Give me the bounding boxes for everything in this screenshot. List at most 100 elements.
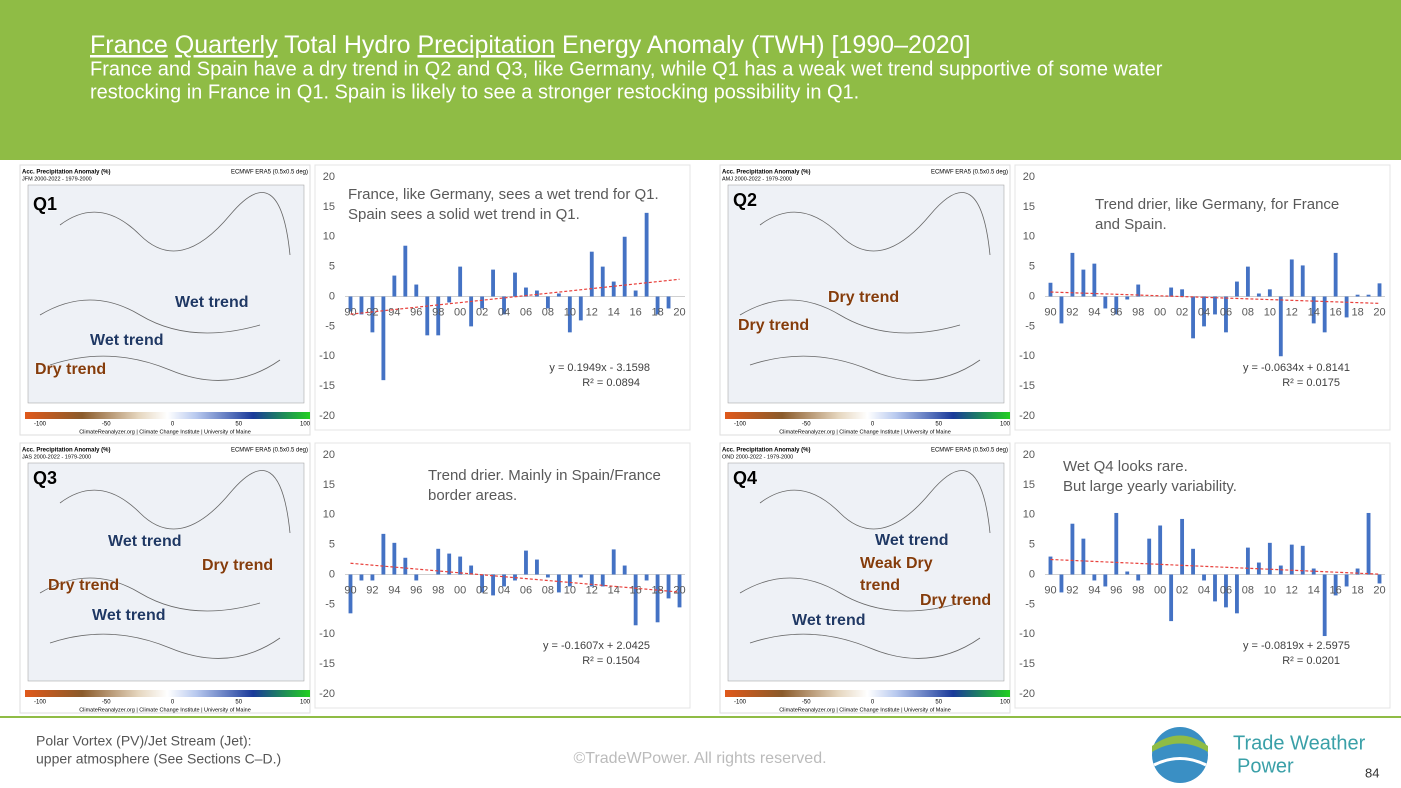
chart-annotation: Trend drier, like Germany, for France [1095,196,1339,213]
x-tick-label: 08 [1242,306,1254,318]
x-tick-label: 18 [1351,584,1363,596]
colorbar-tick-label: -50 [802,700,811,706]
bar [1213,574,1217,602]
map-area [727,462,1005,682]
x-tick-label: 06 [1220,584,1232,596]
r-squared: R² = 0.0175 [1282,377,1340,389]
x-tick-label: 14 [608,306,620,318]
bar [502,574,506,587]
bar [622,565,627,575]
colorbar-tick-label: 100 [1000,700,1011,706]
map-region-label: Wet trend [875,532,948,549]
bar [611,549,616,575]
bar [1169,287,1174,297]
bar [556,574,561,593]
title-part: Total Hydro [284,31,410,59]
x-tick-label: 02 [1176,306,1188,318]
title-part: Precipitation [417,31,555,59]
chart-annotation: Wet Q4 looks rare. [1063,458,1188,475]
x-tick-label: 12 [586,306,598,318]
bar [535,290,539,297]
bar [513,272,517,297]
bar [502,296,506,315]
bar [403,557,408,575]
bar [1355,294,1360,297]
bar [622,236,627,297]
x-tick-label: 92 [1066,306,1078,318]
bar [578,574,583,578]
y-tick-label: 15 [1023,479,1035,491]
r-squared: R² = 0.1504 [582,655,640,667]
bar [370,574,375,581]
map-coast [39,470,291,659]
bar [469,565,474,575]
bar [480,296,485,309]
bar [458,266,463,297]
bar [1191,296,1195,339]
colorbar-tick-label: 0 [171,700,175,706]
bar [1322,574,1327,637]
x-tick-label: 00 [454,584,466,596]
logo [1152,727,1208,783]
bar [545,574,550,578]
bar [1344,574,1349,587]
bar [600,574,605,587]
trendline [350,562,680,593]
colorbar [725,412,1010,419]
x-tick-label: 06 [520,306,532,318]
bar [436,548,441,575]
map-region-label: Dry trend [920,592,991,609]
colorbar-tick-label: 100 [1000,422,1011,428]
bar [1289,544,1294,575]
x-tick-label: 14 [1308,306,1320,318]
map-region-label: Q4 [733,468,757,488]
map-region-label: Wet trend [90,332,163,349]
trend-equation: y = -0.0819x + 2.5975 [1243,640,1350,652]
y-tick-label: 10 [323,231,335,243]
y-tick-label: -5 [325,598,335,610]
bar [392,542,397,575]
bar [1070,252,1075,297]
bar [436,296,441,336]
chart-annotation: and Spain. [1095,216,1167,233]
bar [1322,296,1327,333]
map-coast [39,192,291,381]
map-region-label: Wet trend [108,533,181,550]
bar [348,296,353,312]
x-tick-label: 08 [542,306,554,318]
bar [666,296,671,309]
bar [1267,289,1272,297]
map-region-label: Dry trend [48,577,119,594]
y-tick-label: 10 [323,509,335,521]
map-dataset: ECMWF ERA5 (0.5x0.5 deg) [931,170,1008,176]
map-region-label: trend [860,577,900,594]
x-tick-label: 10 [1264,584,1276,596]
bar [644,212,649,297]
colorbar-tick-label: 0 [871,700,875,706]
bar [633,574,638,626]
x-tick-label: 98 [1132,306,1144,318]
y-tick-label: 10 [1023,231,1035,243]
x-tick-label: 94 [388,584,400,596]
y-tick-label: 5 [329,261,335,273]
y-tick-label: 10 [1023,509,1035,521]
y-tick-label: -15 [319,658,335,670]
bar [1344,296,1349,318]
bar [1300,545,1305,575]
x-tick-label: 90 [1044,584,1056,596]
colorbar [25,690,310,697]
x-tick-label: 00 [454,306,466,318]
x-tick-label: 98 [1132,584,1144,596]
bar [589,251,594,297]
bar [403,245,408,297]
bar [1136,574,1141,581]
bar [611,281,616,297]
x-tick-label: 96 [410,306,422,318]
bar [1103,296,1108,309]
x-tick-label: 20 [673,306,685,318]
colorbar-tick-label: -100 [34,700,47,706]
title-part: France [90,31,168,59]
map-period: AMJ 2000-2022 - 1979-2000 [722,176,792,182]
bar [1103,574,1108,587]
